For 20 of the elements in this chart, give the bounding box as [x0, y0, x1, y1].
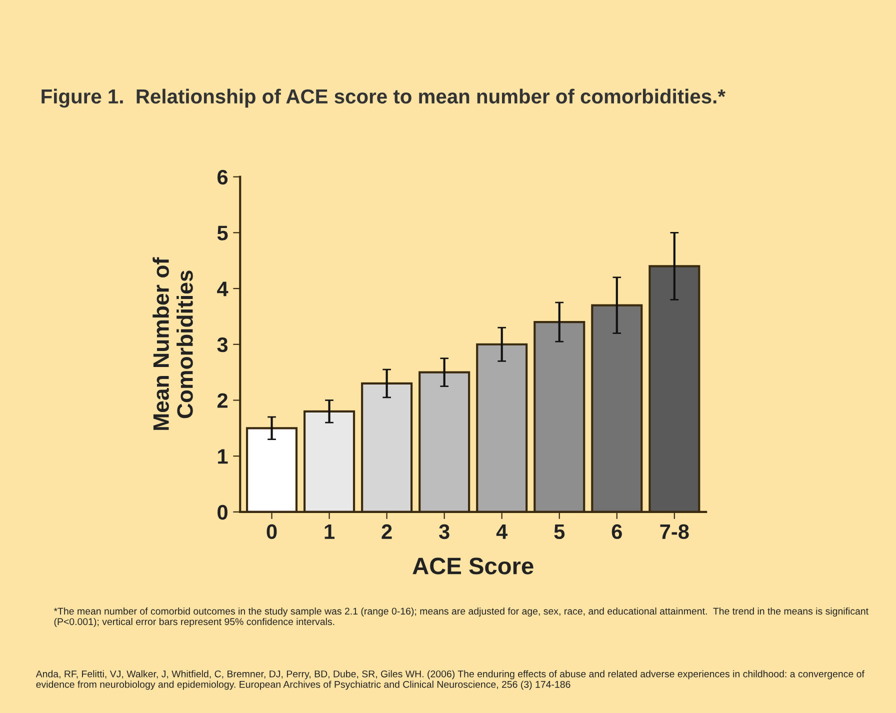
- text: *The mean number of comorbid outcomes in the study sample was 2.1 (range 0-16); means are adjusted for age, sex, race, and educational attainment. The trend in the means is significant (P<0.001); vertical error bars represent 95% confidence intervals.: [54, 607, 868, 628]
- y-tick-label: 6: [218, 170, 228, 185]
- x-tick-label: 0: [266, 524, 277, 540]
- x-tick-label: 2: [382, 524, 392, 539]
- x-tick-label: 3: [439, 524, 450, 540]
- x-tick-label: 4: [496, 524, 508, 539]
- x-tick-label: 5: [554, 524, 565, 540]
- chart-title: Figure 1. Relationship of ACE score to mean number of comorbidities.*: [42, 88, 726, 108]
- y-tick-label: 5: [217, 226, 228, 240]
- text: Anda, RF, Felitti, VJ, Walker, J, Whitfield, C, Bremner, DJ, Perry, BD, Dube, SR, Giles WH. (2006) The enduring effects of abuse and related adverse experiences in childhood: a convergence of evidence from neurobiology and epidemiology. European Archives of Psychiatric and Clinical Neuroscience, 256 (3) 174-186: [36, 670, 864, 690]
- y-tick-label: 2: [217, 393, 228, 408]
- x-tick-label: 6: [612, 524, 622, 540]
- y-tick-label: 4: [217, 282, 228, 296]
- x-axis-title: ACE Score: [412, 558, 534, 574]
- y-tick-label: 1: [218, 449, 228, 464]
- y-tick-label: 3: [217, 337, 228, 352]
- x-tick-label: 1: [324, 524, 334, 539]
- y-tick-label: 0: [218, 504, 228, 520]
- x-tick-label: 7-8: [660, 524, 689, 540]
- y-axis-title: Mean Number of Comorbidities: [152, 257, 193, 430]
